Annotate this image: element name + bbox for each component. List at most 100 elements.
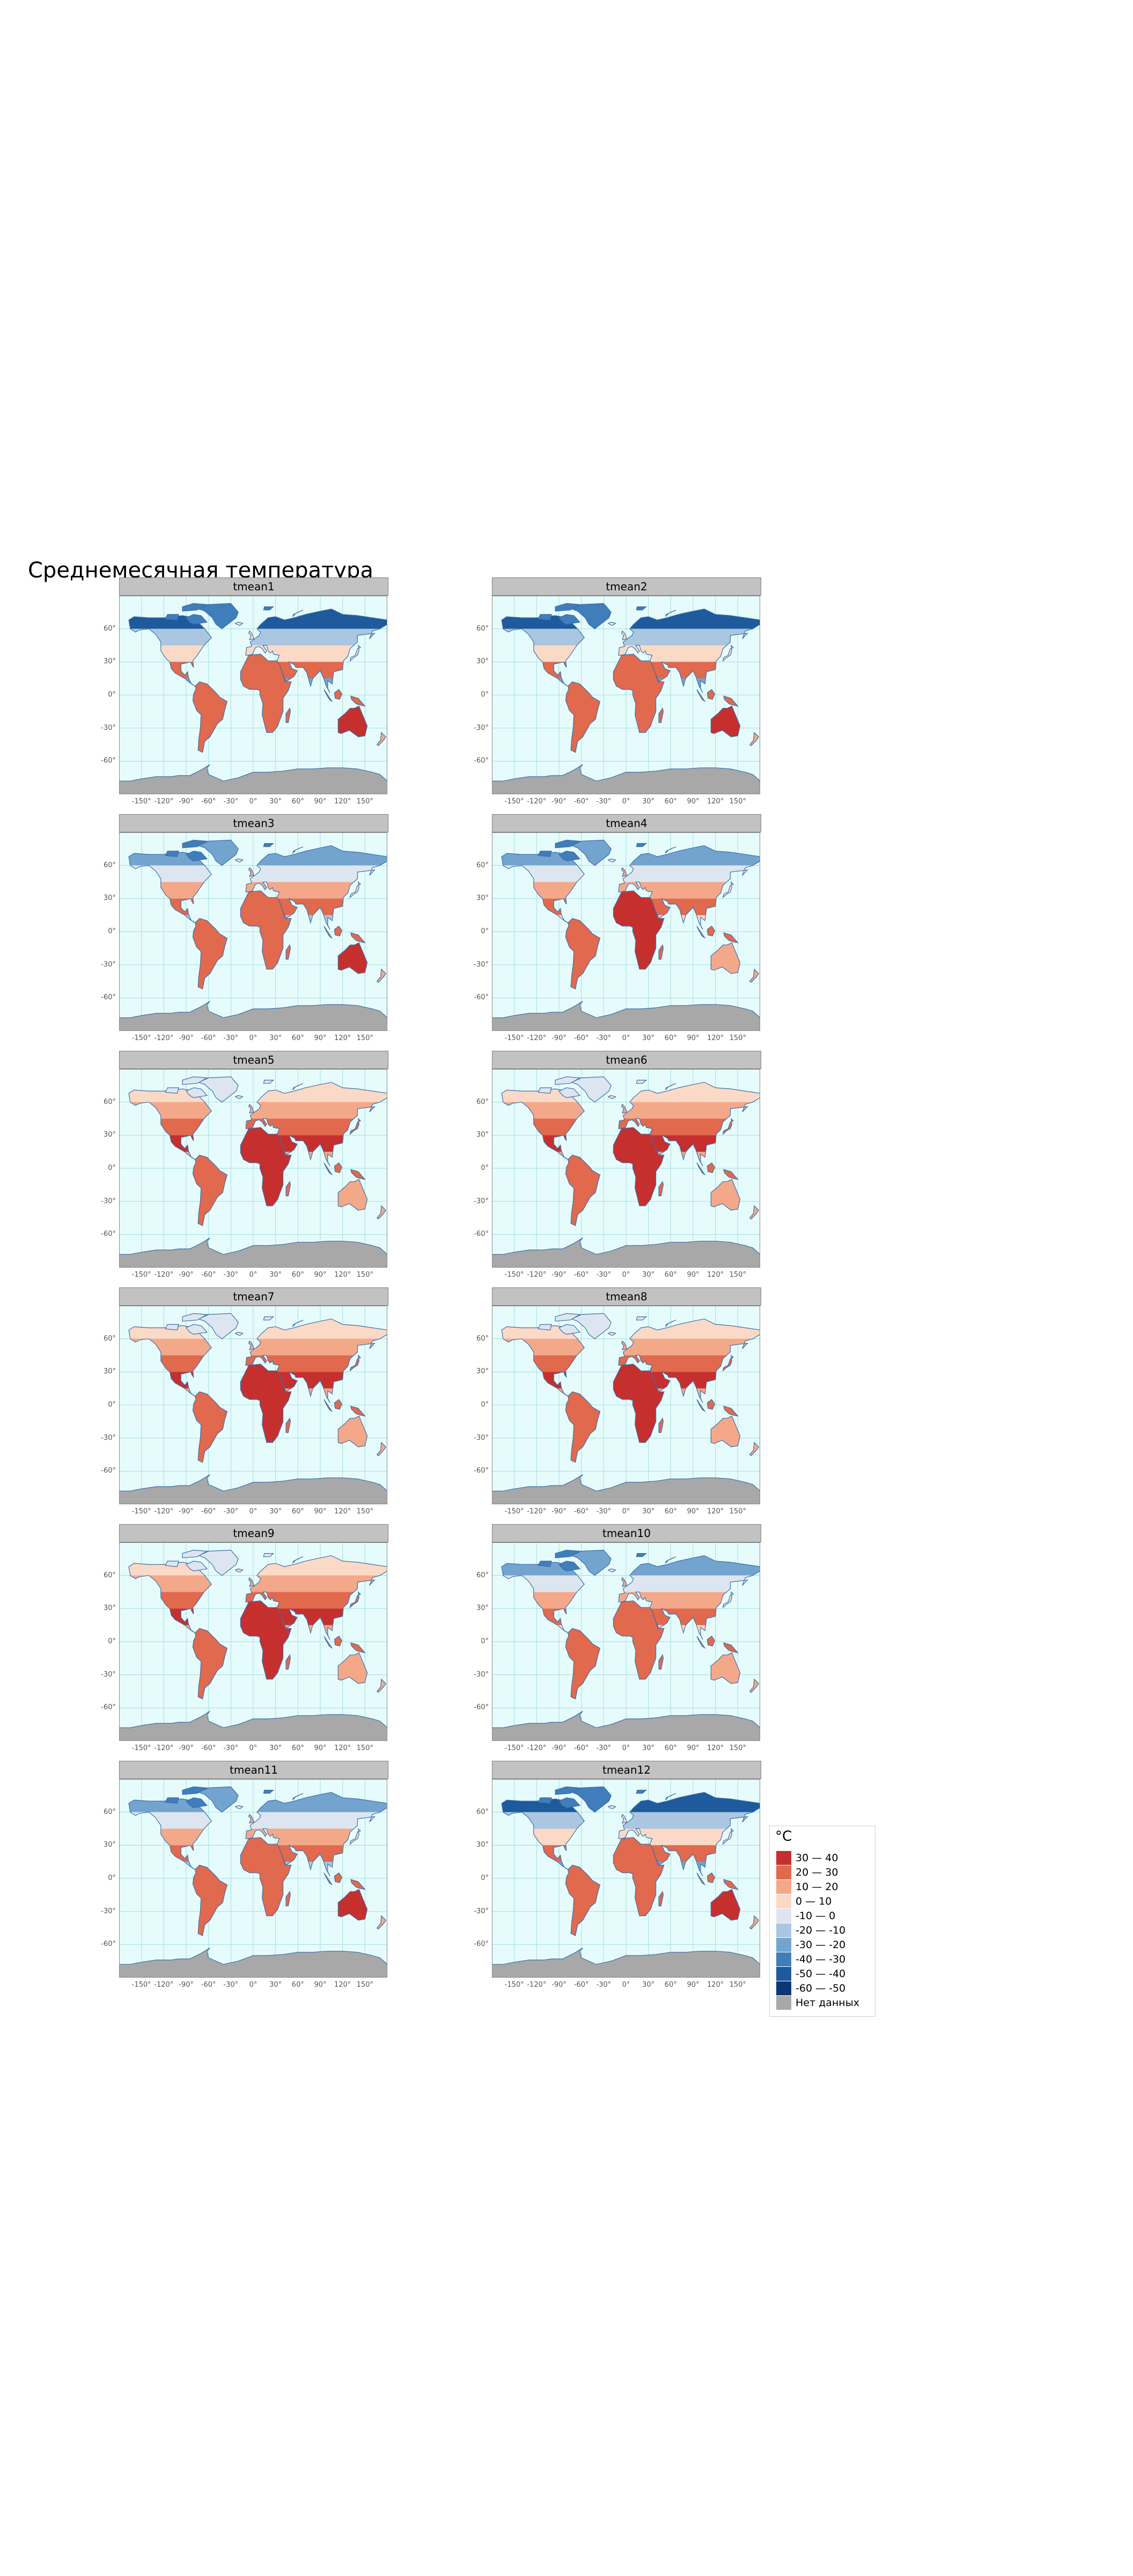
coastline-iceland: [607, 1805, 616, 1810]
longitude-tick-label: 0°: [249, 1744, 258, 1752]
longitude-tick-label: 30°: [269, 1507, 282, 1516]
land-victoria-island: [165, 1797, 179, 1804]
land-svalbard: [263, 1316, 274, 1320]
coastline-north-america: [501, 615, 585, 687]
longitude-tick-label: 90°: [687, 1981, 700, 1989]
coastline-australia: [710, 705, 741, 737]
longitude-tick-label: -120°: [154, 1507, 174, 1516]
longitude-tick-label: 120°: [334, 797, 351, 806]
longitude-tick-label: 150°: [729, 1034, 746, 1042]
legend-label: -60 — -50: [796, 1982, 846, 1994]
land-indonesia-borneo: [707, 1399, 715, 1410]
map-frame: [119, 1779, 387, 1978]
land-greenland: [198, 1550, 239, 1576]
coastline-greenland: [571, 603, 612, 630]
map-border: [119, 596, 387, 794]
map-frame: [492, 1542, 760, 1741]
longitude-tick-label: 120°: [707, 1744, 724, 1752]
coastline-japan: [349, 1591, 362, 1608]
longitude-tick-label: -120°: [527, 797, 547, 806]
land-ellesmere-island: [555, 1313, 580, 1321]
coastline-australia: [337, 1415, 368, 1447]
coastline-eurasia: [618, 1319, 760, 1403]
coastline-great-britain: [621, 630, 628, 641]
land-madagascar: [659, 1891, 664, 1906]
coastline-baffin-island: [186, 1324, 208, 1335]
land-greenland: [571, 1550, 612, 1576]
coastline-greenland: [198, 1313, 239, 1340]
coastline-new-zealand: [376, 1441, 386, 1457]
coastline-novaya-zemlya: [665, 1083, 676, 1091]
latitude-tick-label: 0°: [108, 1401, 116, 1409]
land-antarctica: [492, 1474, 760, 1504]
land-indonesia-borneo: [334, 689, 342, 700]
land-madagascar: [659, 1181, 664, 1196]
coastline-new-zealand: [749, 1441, 759, 1457]
coastline-south-america: [565, 1391, 601, 1463]
longitude-tick-label: -60°: [573, 797, 589, 806]
longitude-tick-label: -90°: [179, 1981, 194, 1989]
longitude-tick-label: -30°: [596, 1744, 612, 1752]
legend-label: 20 — 30: [796, 1867, 838, 1878]
land-madagascar: [659, 708, 664, 723]
map-frame: [492, 832, 760, 1031]
land-great-britain: [621, 867, 627, 877]
land-new-guinea: [723, 1879, 738, 1890]
longitude-tick-label: 120°: [334, 1981, 351, 1989]
map-frame: [492, 1069, 760, 1268]
longitude-tick-label: -90°: [551, 797, 566, 806]
map-frame: [119, 1069, 387, 1268]
coastline-greenland: [571, 1786, 612, 1813]
coastline-indonesia-sumatra: [323, 1872, 333, 1885]
coastline-north-america: [128, 852, 212, 924]
longitude-tick-label: 60°: [291, 1981, 304, 1989]
longitude-tick-label: -30°: [223, 1271, 239, 1279]
land-africa: [613, 890, 664, 969]
coastline-victoria-island: [538, 1561, 552, 1567]
latitude-tick-label: -60°: [101, 993, 116, 1002]
coastline-indonesia-borneo: [334, 1162, 342, 1173]
coastline-africa: [240, 1127, 292, 1206]
land-indonesia-borneo: [334, 1162, 342, 1173]
latitude-tick-label: -30°: [101, 1197, 116, 1205]
coastline-greenland: [198, 603, 239, 630]
longitude-tick-label: 120°: [334, 1034, 351, 1042]
longitude-tick-label: 30°: [642, 1507, 655, 1516]
latitude-tick-label: 0°: [108, 1637, 116, 1645]
longitude-tick-label: 150°: [729, 1744, 746, 1752]
coastline-indonesia-sumatra: [696, 1399, 705, 1412]
coastline-indonesia-borneo: [707, 1399, 715, 1410]
longitude-tick-label: -150°: [131, 1507, 151, 1516]
coastline-indonesia-sumatra: [323, 689, 333, 702]
land-ellesmere-island: [182, 1550, 207, 1558]
land-japan: [350, 1118, 360, 1135]
coastline-new-zealand: [749, 1205, 759, 1220]
legend-swatch: [776, 1967, 791, 1981]
land-ellesmere-island: [182, 1313, 207, 1321]
land-greenland: [198, 1787, 239, 1812]
coastline-novaya-zemlya: [292, 1083, 304, 1091]
land-great-britain: [248, 1577, 254, 1587]
land-indonesia-borneo: [707, 689, 715, 700]
coastline-antarctica: [492, 1237, 760, 1268]
longitude-tick-label: 60°: [291, 1271, 304, 1279]
coastline-victoria-island: [538, 1324, 552, 1330]
longitude-tick-label: -60°: [201, 1507, 216, 1516]
land-australia: [711, 1416, 740, 1447]
land-south-america: [565, 682, 600, 752]
coastline-africa: [240, 1837, 292, 1916]
map-border: [119, 1306, 387, 1504]
longitude-tick-label: 60°: [291, 797, 304, 806]
coastline-indonesia-sumatra: [696, 926, 705, 939]
coastline-eurasia: [245, 609, 387, 693]
land-great-britain: [248, 1104, 254, 1114]
land-africa: [613, 1127, 664, 1206]
land-indonesia-borneo: [334, 1636, 342, 1646]
coastline-new-zealand: [749, 968, 759, 983]
land-victoria-island: [538, 1087, 552, 1094]
longitude-tick-label: -90°: [179, 1507, 194, 1516]
longitude-tick-label: -150°: [504, 1507, 524, 1516]
coastline-madagascar: [658, 1417, 664, 1433]
longitude-tick-label: -90°: [179, 1271, 194, 1279]
